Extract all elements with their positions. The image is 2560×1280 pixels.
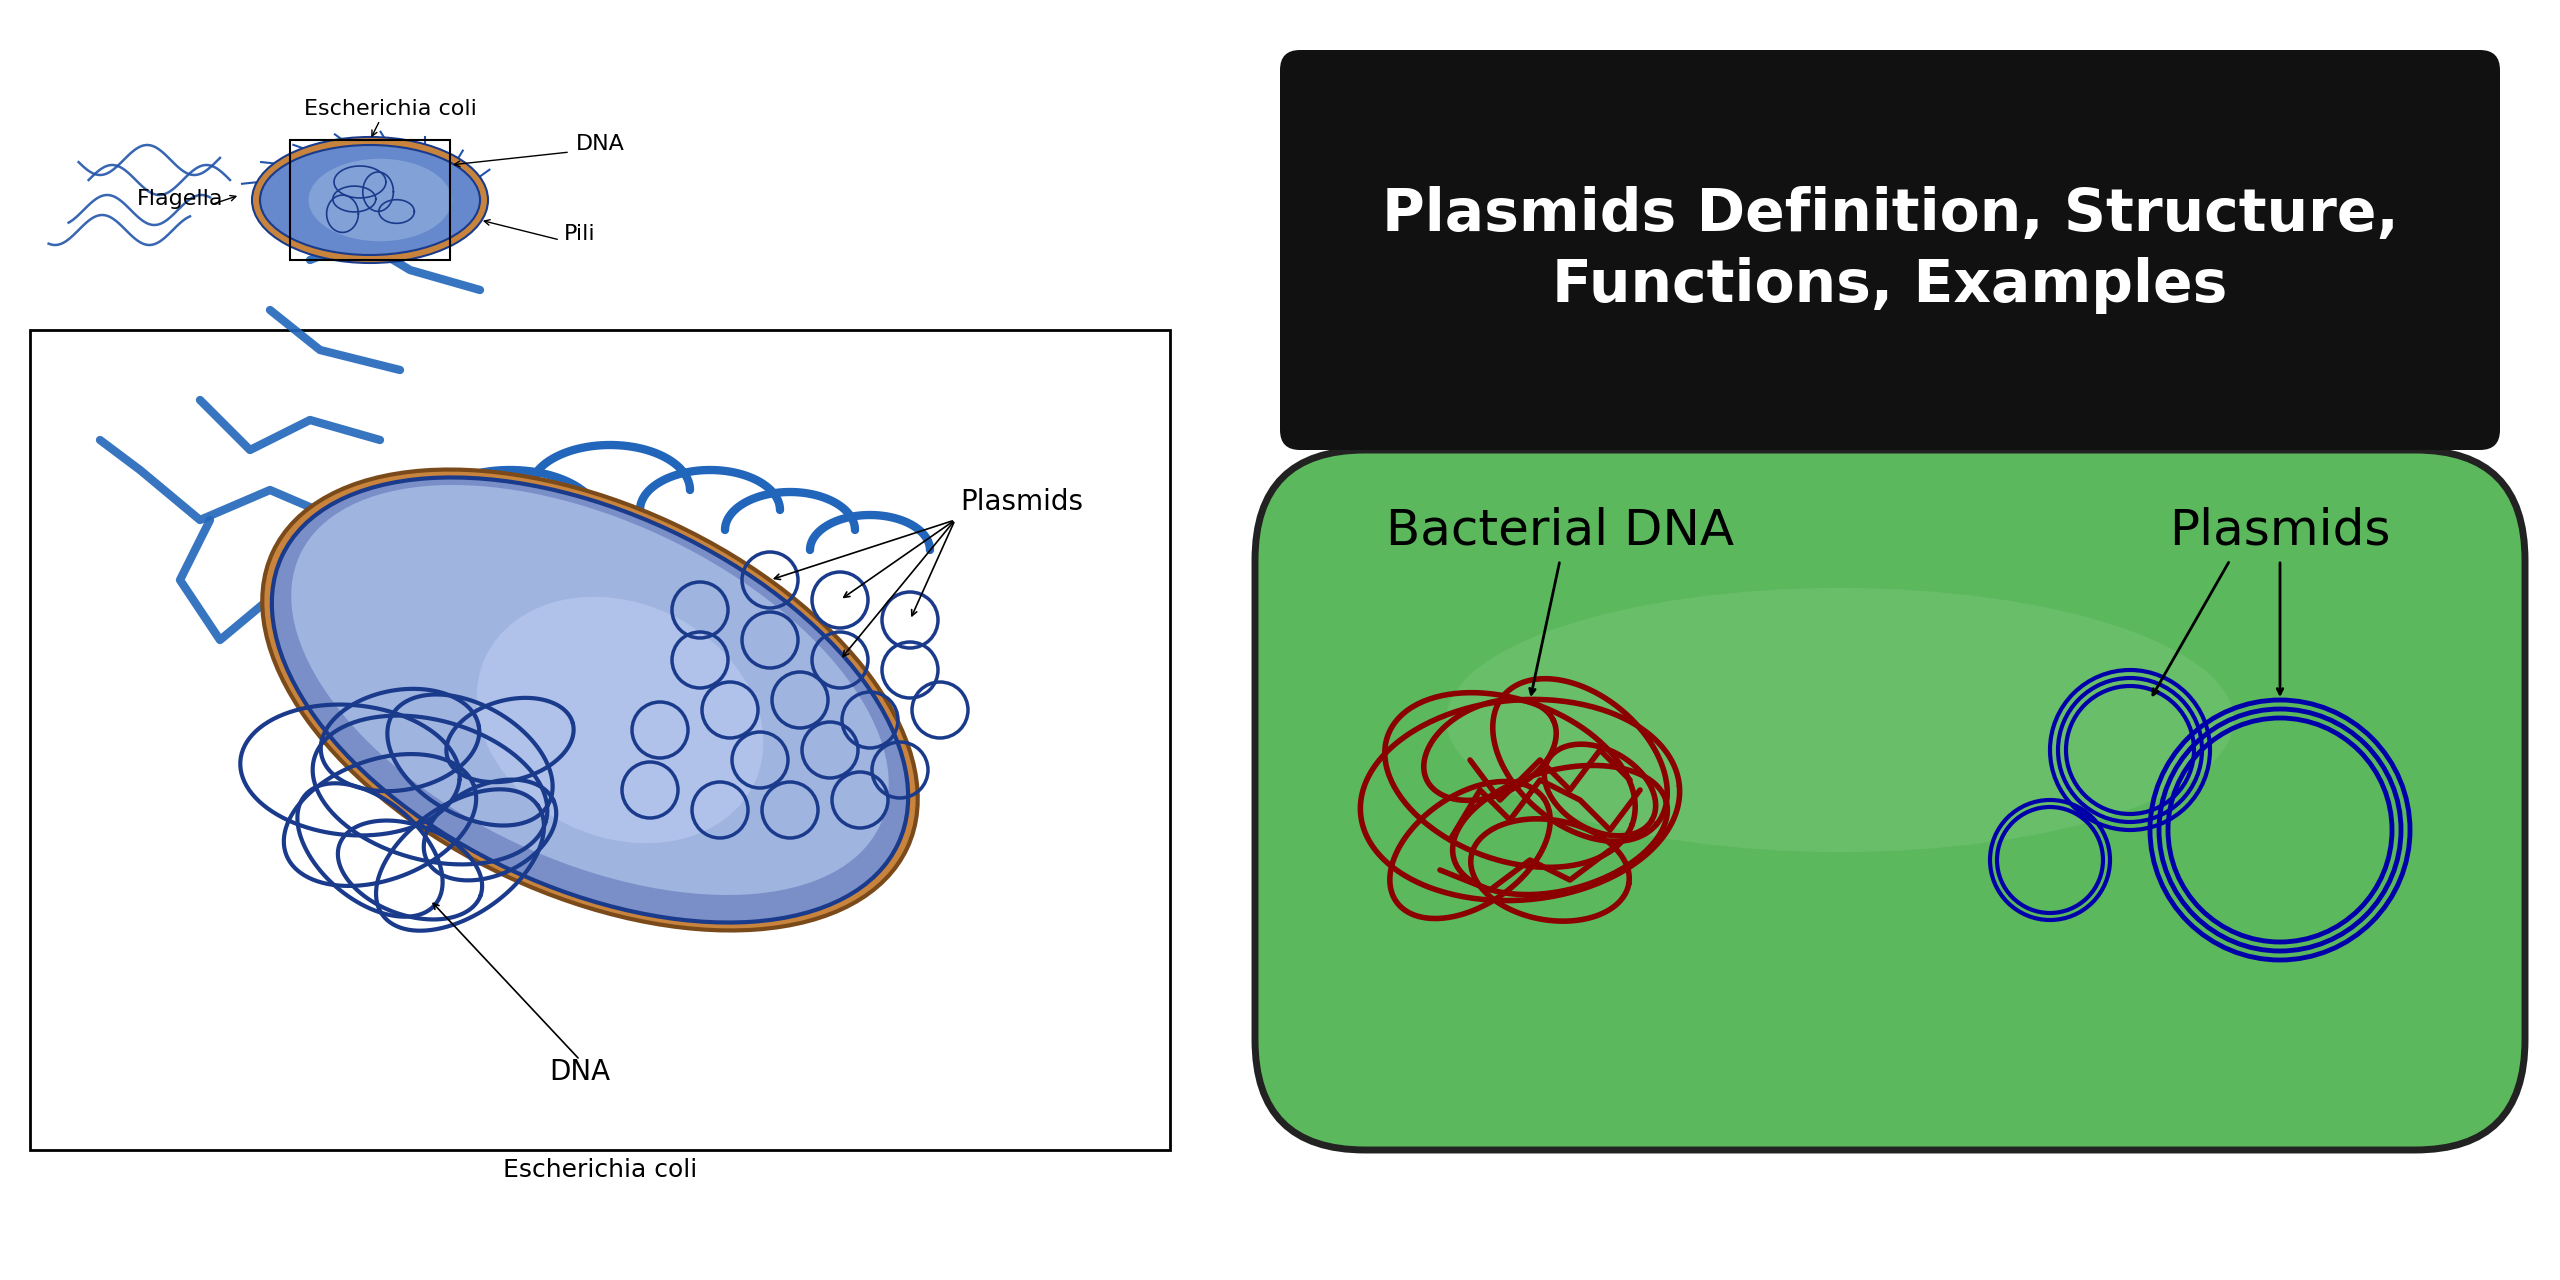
Text: Escherichia coli: Escherichia coli	[305, 99, 476, 119]
Ellipse shape	[292, 485, 888, 895]
Text: Bacterial DNA: Bacterial DNA	[1385, 506, 1733, 554]
FancyBboxPatch shape	[1254, 451, 2524, 1149]
Text: Flagella: Flagella	[136, 189, 223, 209]
Bar	[31, 330, 1170, 1149]
Ellipse shape	[271, 477, 909, 923]
Ellipse shape	[310, 159, 451, 241]
Text: Plasmids: Plasmids	[960, 488, 1083, 516]
Ellipse shape	[476, 596, 763, 844]
Ellipse shape	[261, 145, 481, 255]
Text: Pili: Pili	[563, 224, 596, 244]
Ellipse shape	[251, 137, 489, 262]
Text: Plasmids Definition, Structure,
Functions, Examples: Plasmids Definition, Structure, Function…	[1382, 187, 2399, 314]
Text: DNA: DNA	[550, 1059, 612, 1085]
FancyBboxPatch shape	[1280, 50, 2501, 451]
Ellipse shape	[261, 470, 916, 931]
Text: Plasmids: Plasmids	[2168, 506, 2391, 554]
Text: DNA: DNA	[576, 134, 625, 154]
Text: Escherichia coli: Escherichia coli	[502, 1158, 696, 1181]
Bar	[289, 140, 451, 260]
Ellipse shape	[1446, 588, 2235, 852]
